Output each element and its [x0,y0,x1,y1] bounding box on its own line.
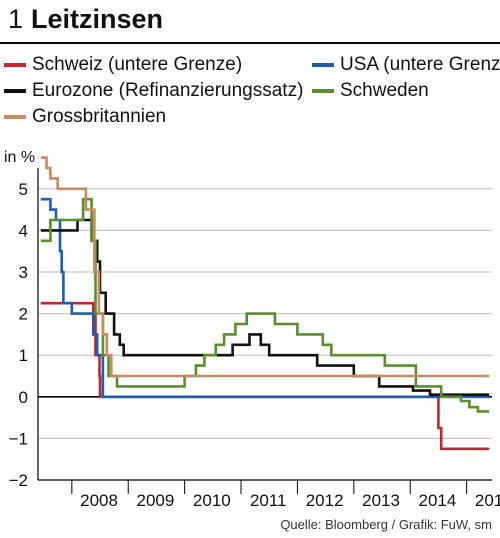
legend-label: Eurozone (Refinanzierungssatz) [32,80,304,101]
figure-number: 1 [8,4,24,34]
title-divider [0,42,500,44]
series-line [40,197,490,399]
legend-swatch [312,63,334,67]
y-tick-label: 4 [19,221,28,240]
series-line [40,156,490,378]
x-tick-label: 2014 [419,491,457,510]
legend-label: Grossbritannien [32,106,167,127]
legend-item: Schweiz (untere Grenze) [4,54,242,76]
x-tick-label: 2015 [475,491,500,510]
series-line [40,301,490,451]
legend-swatch [4,115,26,119]
chart-title: Leitzinsen [31,4,164,34]
legend-swatch [312,89,334,93]
source-note: Quelle: Bloomberg / Grafik: FuW, sm [280,517,492,532]
y-tick-label: −2 [9,471,28,490]
x-tick-label: 2012 [306,491,344,510]
legend-swatch [4,89,26,93]
series-line [40,218,490,396]
line-chart: in % −2 −1 0 1 2 3 4 5 2008 2009 2010 2011 2012 2013 20… [4,150,500,510]
x-tick-label: 2013 [362,491,400,510]
x-tick-label: 2010 [193,491,231,510]
y-axis-label: in % [4,150,35,166]
figure-header: 1 Leitzinsen [8,4,163,38]
legend-swatch [4,63,26,67]
legend-label: Schweden [340,80,429,101]
legend-item: Eurozone (Refinanzierungssatz) [4,80,303,102]
y-tick-label: 5 [19,180,28,199]
x-tick-label: 2011 [250,491,287,510]
chart-legend: Schweiz (untere Grenze) USA (untere Grenz… [0,52,500,142]
legend-label: Schweiz (untere Grenze) [32,54,243,75]
y-tick-label: 3 [19,263,28,282]
x-tick-label: 2008 [80,491,118,510]
y-tick-label: −1 [9,429,28,448]
series-line [40,197,490,413]
x-tick-label: 2009 [137,491,175,510]
y-tick-label: 0 [19,388,28,407]
y-tick-label: 2 [19,305,28,324]
legend-item: Schweden [312,80,429,102]
y-tick-label: 1 [19,346,28,365]
legend-item: USA (untere Grenze) [312,54,500,76]
legend-label: USA (untere Grenze) [340,54,500,75]
legend-item: Grossbritannien [4,106,166,128]
